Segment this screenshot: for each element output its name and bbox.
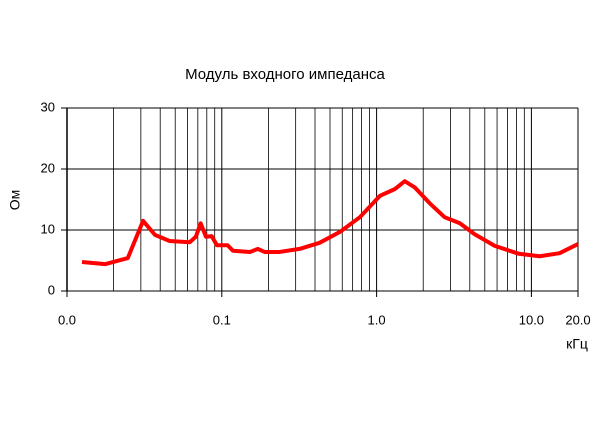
x-tick-label: 10.0 (519, 312, 544, 327)
x-tick-label: 20.0 (565, 312, 590, 327)
x-tick-label: 0.1 (213, 312, 231, 327)
y-tick-label: 20 (41, 160, 55, 175)
y-tick-label: 30 (41, 99, 55, 114)
y-axis-label: Ом (7, 190, 23, 211)
data-line (81, 179, 579, 267)
chart-title: Модуль входного импеданса (185, 66, 385, 83)
x-tick-label: 0.0 (58, 312, 76, 327)
x-tick-label: 1.0 (368, 312, 386, 327)
y-tick-label: 10 (41, 221, 55, 236)
y-tick-label: 0 (48, 282, 55, 297)
x-axis-label: кГц (566, 336, 588, 352)
